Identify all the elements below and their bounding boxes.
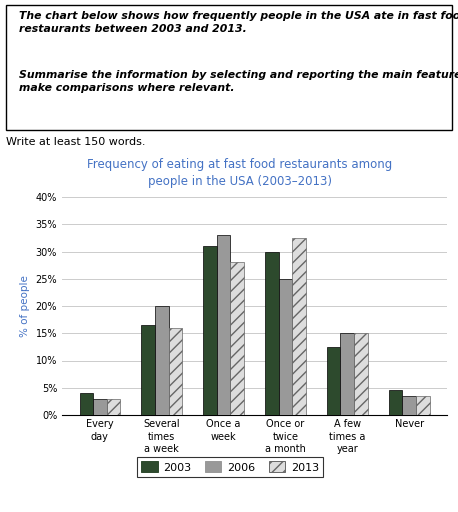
Bar <box>265 251 278 415</box>
Text: Write at least 150 words.: Write at least 150 words. <box>6 137 146 147</box>
Bar <box>169 328 182 415</box>
FancyBboxPatch shape <box>6 5 452 130</box>
Bar <box>402 396 416 415</box>
Bar <box>217 235 230 415</box>
Text: Summarise the information by selecting and reporting the main features, and
make: Summarise the information by selecting a… <box>19 70 458 93</box>
Bar <box>107 399 120 415</box>
Bar <box>80 393 93 415</box>
Bar <box>354 333 368 415</box>
Text: Frequency of eating at fast food restaurants among
people in the USA (2003–2013): Frequency of eating at fast food restaur… <box>87 158 393 188</box>
Text: The chart below shows how frequently people in the USA ate in fast food
restaura: The chart below shows how frequently peo… <box>19 11 458 34</box>
Legend: 2003, 2006, 2013: 2003, 2006, 2013 <box>136 457 323 477</box>
Bar <box>292 238 306 415</box>
Bar <box>278 279 292 415</box>
Bar <box>389 391 402 415</box>
Bar <box>203 246 217 415</box>
Bar <box>416 396 430 415</box>
Bar <box>142 325 155 415</box>
Bar <box>230 262 244 415</box>
Bar <box>155 306 169 415</box>
Bar <box>340 333 354 415</box>
Bar <box>327 347 340 415</box>
Bar <box>93 399 107 415</box>
Y-axis label: % of people: % of people <box>20 275 30 337</box>
